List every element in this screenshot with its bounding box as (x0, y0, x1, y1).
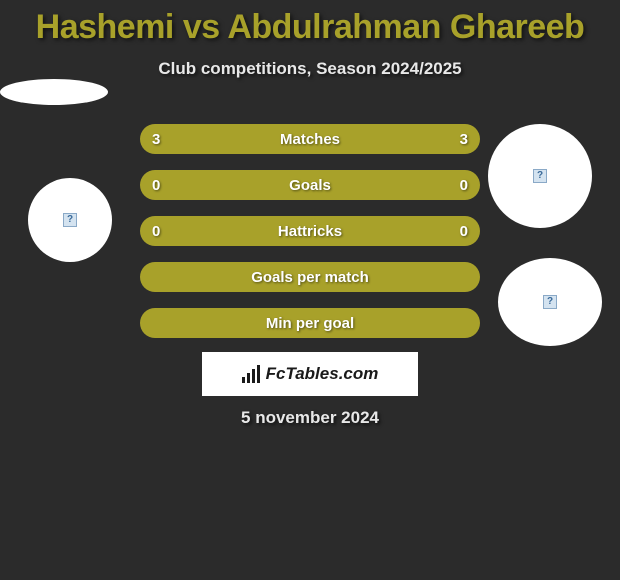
stat-row-hattricks: 0 Hattricks 0 (140, 216, 480, 246)
stat-label: Min per goal (176, 315, 444, 332)
player1-club-badge (0, 79, 108, 105)
player2-avatar (498, 258, 602, 346)
stat-row-goals: 0 Goals 0 (140, 170, 480, 200)
stat-left-value: 0 (152, 223, 176, 240)
stats-container: 3 Matches 3 0 Goals 0 0 Hattricks 0 Goal… (140, 124, 480, 354)
page-title: Hashemi vs Abdulrahman Ghareeb (0, 0, 620, 47)
subtitle: Club competitions, Season 2024/2025 (0, 59, 620, 79)
stat-right-value: 3 (444, 131, 468, 148)
stat-label: Hattricks (176, 223, 444, 240)
image-placeholder-icon (543, 295, 557, 309)
stat-left-value: 0 (152, 177, 176, 194)
stat-label: Goals (176, 177, 444, 194)
player2-club-badge (488, 124, 592, 228)
logo-text: FcTables.com (266, 364, 379, 384)
date-line: 5 november 2024 (0, 408, 620, 428)
stat-left-value: 3 (152, 131, 176, 148)
stat-right-value: 0 (444, 177, 468, 194)
stat-row-matches: 3 Matches 3 (140, 124, 480, 154)
player1-avatar (28, 178, 112, 262)
image-placeholder-icon (63, 213, 77, 227)
stat-row-goals-per-match: Goals per match (140, 262, 480, 292)
logo-bars-icon (242, 365, 260, 383)
stat-label: Matches (176, 131, 444, 148)
image-placeholder-icon (533, 169, 547, 183)
stat-row-min-per-goal: Min per goal (140, 308, 480, 338)
fctables-logo: FcTables.com (202, 352, 418, 396)
stat-label: Goals per match (176, 269, 444, 286)
stat-right-value: 0 (444, 223, 468, 240)
